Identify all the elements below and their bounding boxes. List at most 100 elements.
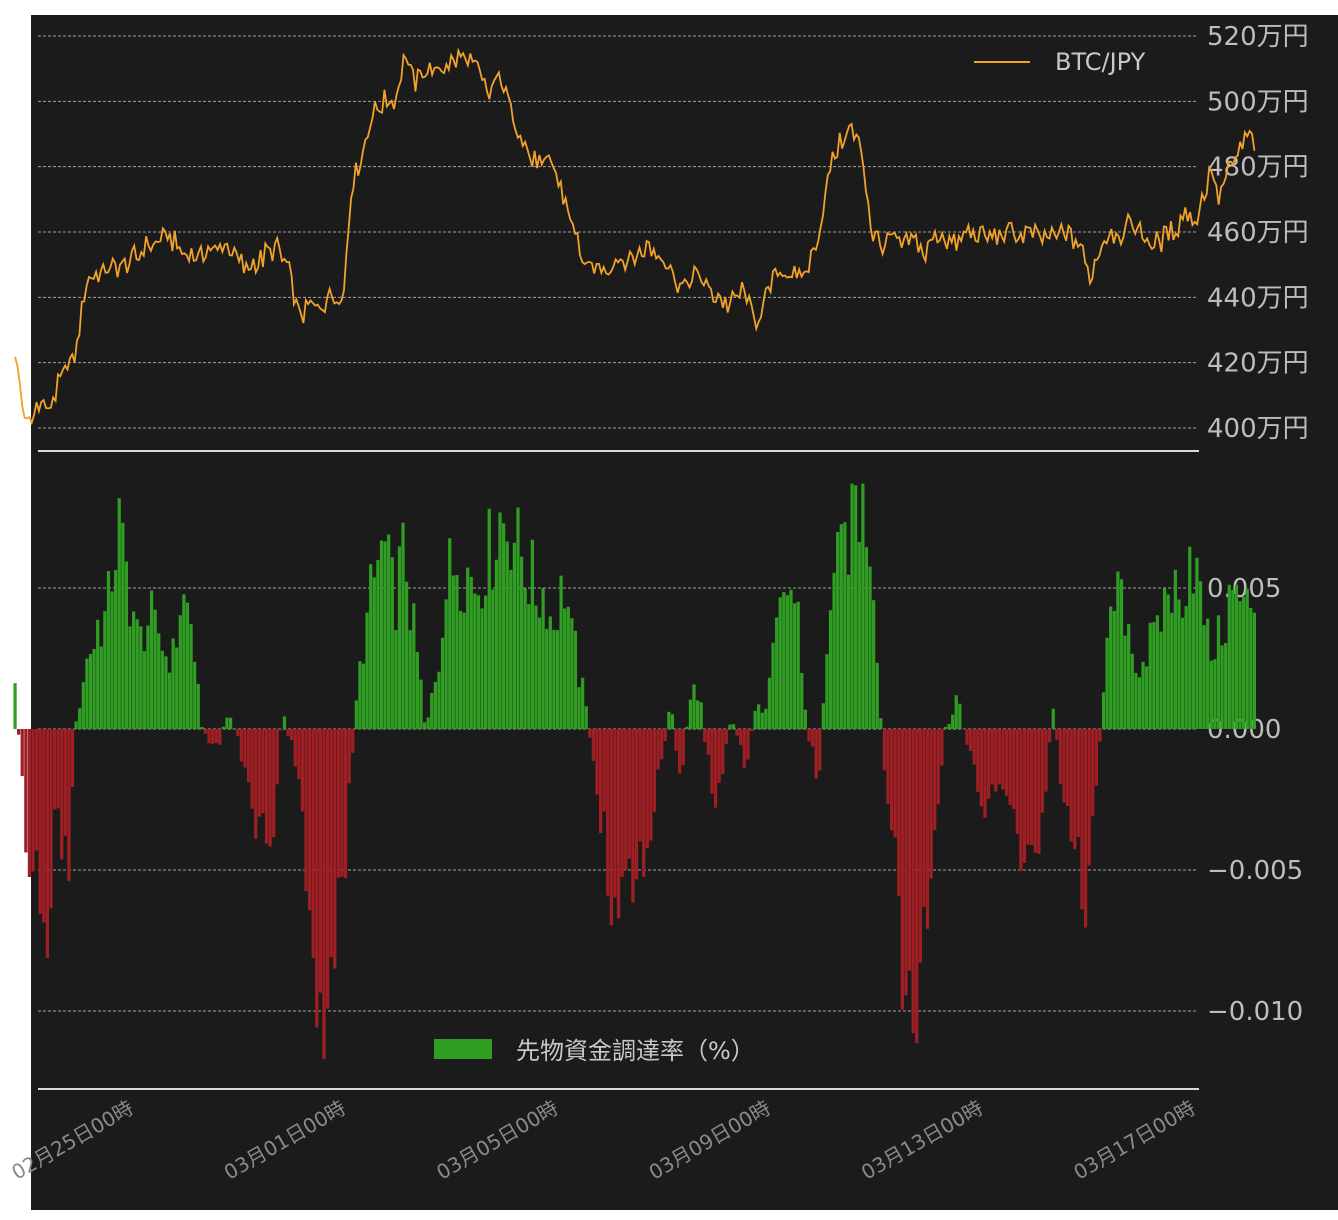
funding-bar bbox=[843, 522, 847, 729]
funding-bar bbox=[1058, 729, 1063, 784]
funding-bar bbox=[1227, 584, 1231, 729]
price-tick-label: 460万円 bbox=[1207, 218, 1309, 248]
funding-bar bbox=[904, 729, 908, 996]
funding-bar bbox=[864, 547, 869, 729]
funding-bar bbox=[390, 557, 394, 729]
funding-bar bbox=[1213, 659, 1217, 729]
funding-bar bbox=[534, 605, 538, 729]
funding-bar bbox=[778, 597, 782, 729]
funding-bar bbox=[1177, 599, 1181, 729]
funding-bar bbox=[854, 485, 858, 729]
funding-bar bbox=[900, 729, 904, 1010]
funding-bar bbox=[678, 729, 682, 774]
funding-bar bbox=[236, 729, 240, 737]
funding-bar bbox=[1040, 729, 1045, 813]
funding-bar bbox=[261, 729, 265, 814]
funding-bar bbox=[986, 729, 991, 799]
funding-bar bbox=[1087, 729, 1091, 866]
funding-bar bbox=[814, 729, 818, 779]
funding-bar bbox=[685, 726, 689, 729]
funding-bar bbox=[1055, 729, 1059, 740]
funding-bar bbox=[67, 729, 71, 882]
funding-bar bbox=[318, 729, 323, 993]
funding-bar bbox=[1105, 637, 1109, 729]
funding-bar bbox=[951, 714, 955, 729]
price-gridlines bbox=[38, 35, 1196, 429]
funding-bar bbox=[598, 729, 603, 834]
funding-bar bbox=[221, 726, 226, 729]
funding-bar bbox=[739, 729, 743, 745]
funding-bar bbox=[581, 677, 585, 729]
price-tick-label: 500万円 bbox=[1207, 87, 1309, 117]
funding-bar bbox=[325, 729, 330, 1009]
funding-bar bbox=[290, 729, 294, 740]
funding-bar bbox=[1252, 612, 1257, 729]
funding-bar bbox=[947, 723, 951, 729]
funding-bar bbox=[88, 654, 93, 729]
funding-bar bbox=[347, 729, 351, 784]
funding-bar bbox=[1148, 622, 1152, 729]
funding-bar bbox=[81, 682, 85, 729]
funding-bar bbox=[52, 729, 57, 810]
funding-bar bbox=[667, 711, 671, 729]
funding-bar bbox=[343, 729, 348, 879]
funding-bar bbox=[1069, 729, 1073, 842]
funding-bar bbox=[264, 729, 269, 844]
funding-bar bbox=[476, 595, 481, 729]
funding-bar bbox=[13, 683, 17, 729]
funding-bar bbox=[117, 498, 121, 729]
btc-jpy-price-line bbox=[14, 47, 1256, 426]
funding-bar bbox=[376, 560, 380, 729]
funding-bar bbox=[308, 729, 312, 911]
funding-bar bbox=[38, 729, 42, 914]
funding-bar bbox=[836, 531, 840, 729]
funding-bar bbox=[857, 541, 861, 729]
funding-bar bbox=[710, 729, 714, 794]
funding-bar bbox=[185, 602, 190, 729]
funding-bar bbox=[1119, 579, 1124, 729]
funding-bar bbox=[1245, 588, 1249, 729]
funding-bar bbox=[1019, 729, 1023, 872]
funding-bar bbox=[695, 700, 700, 729]
funding-bar bbox=[211, 729, 215, 744]
funding-bar bbox=[566, 606, 570, 729]
funding-bar bbox=[408, 630, 412, 729]
funding-bar bbox=[142, 651, 146, 729]
funding-bar bbox=[713, 729, 718, 808]
funding-bar bbox=[106, 571, 111, 729]
funding-bar bbox=[228, 717, 233, 729]
funding-bar bbox=[954, 695, 958, 729]
funding-bar bbox=[1206, 618, 1210, 729]
funding-bar bbox=[149, 590, 154, 729]
funding-bar bbox=[889, 729, 894, 831]
funding-bar bbox=[358, 661, 362, 729]
funding-bar bbox=[609, 729, 613, 926]
funding-bar bbox=[466, 567, 470, 729]
funding-bar bbox=[419, 679, 423, 729]
funding-bar bbox=[1202, 625, 1206, 729]
funding-bar bbox=[1044, 729, 1048, 792]
funding-bar bbox=[1188, 546, 1192, 729]
funding-bar bbox=[979, 729, 984, 807]
funding-bar bbox=[34, 729, 39, 851]
funding-bar bbox=[595, 729, 599, 795]
funding-bar bbox=[426, 717, 430, 729]
funding-bar bbox=[674, 729, 678, 751]
funding-bar bbox=[1051, 708, 1055, 729]
funding-bar bbox=[491, 589, 495, 729]
funding-bar bbox=[699, 702, 703, 729]
funding-bar bbox=[70, 729, 75, 787]
price-legend-label: BTC/JPY bbox=[1055, 48, 1146, 76]
funding-bar bbox=[340, 729, 344, 877]
funding-bar bbox=[498, 512, 502, 729]
funding-bar bbox=[157, 633, 161, 729]
funding-bar bbox=[383, 541, 387, 729]
funding-bar bbox=[315, 729, 319, 1028]
funding-bar bbox=[394, 630, 398, 729]
funding-bar bbox=[24, 729, 28, 853]
funding-bar bbox=[591, 729, 596, 761]
funding-bar bbox=[717, 729, 721, 783]
funding-bar bbox=[731, 724, 736, 729]
funding-bar bbox=[764, 708, 768, 729]
